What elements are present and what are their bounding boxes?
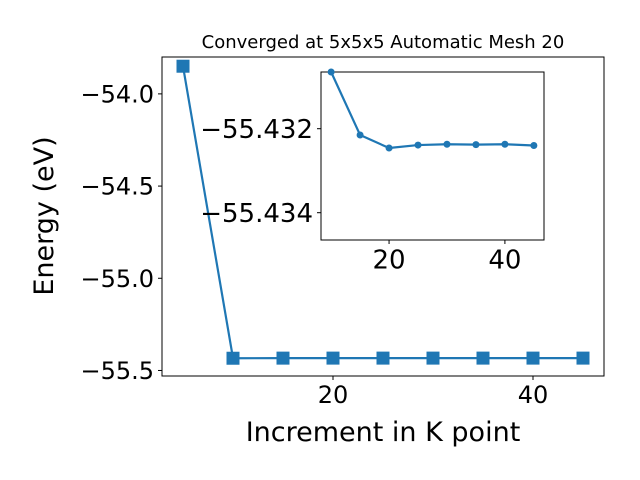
y-tick-label: −54.5 xyxy=(80,173,154,201)
data-point xyxy=(476,351,490,365)
inset-data-point xyxy=(414,141,422,149)
inset-plot-frame xyxy=(320,71,545,241)
x-tick-label: 40 xyxy=(518,381,549,409)
inset-x-tick-label: 20 xyxy=(373,246,406,276)
y-tick-label: −55.0 xyxy=(80,265,154,293)
inset-y-tick-label: −55.434 xyxy=(200,199,313,229)
x-tick-label: 20 xyxy=(318,381,349,409)
inset-y-tick-label: −55.432 xyxy=(200,115,313,145)
inset-data-point xyxy=(327,68,335,76)
inset-data-point xyxy=(385,144,393,152)
inset-data-point xyxy=(356,131,364,139)
inset-plot-area: 20 40 −55.434 −55.432 xyxy=(200,68,545,276)
data-point xyxy=(526,351,540,365)
data-point xyxy=(226,351,240,365)
inset-series-line xyxy=(330,71,534,150)
data-point xyxy=(576,351,590,365)
data-point xyxy=(176,59,190,73)
y-tick-label: −55.5 xyxy=(80,357,154,385)
inset-x-tick-label: 40 xyxy=(488,246,521,276)
inset-data-point xyxy=(472,141,480,149)
y-axis-label: Energy (eV) xyxy=(29,136,60,295)
data-point xyxy=(326,351,340,365)
x-axis-label: Increment in K point xyxy=(246,417,521,448)
inset-data-point xyxy=(501,140,509,148)
chart-title: Converged at 5x5x5 Automatic Mesh 20 xyxy=(202,32,565,53)
inset-data-point xyxy=(530,142,538,149)
data-point xyxy=(376,351,390,365)
data-point xyxy=(276,351,290,365)
data-point xyxy=(426,351,440,365)
y-tick-label: −54.0 xyxy=(80,81,154,109)
inset-data-point xyxy=(443,140,451,148)
